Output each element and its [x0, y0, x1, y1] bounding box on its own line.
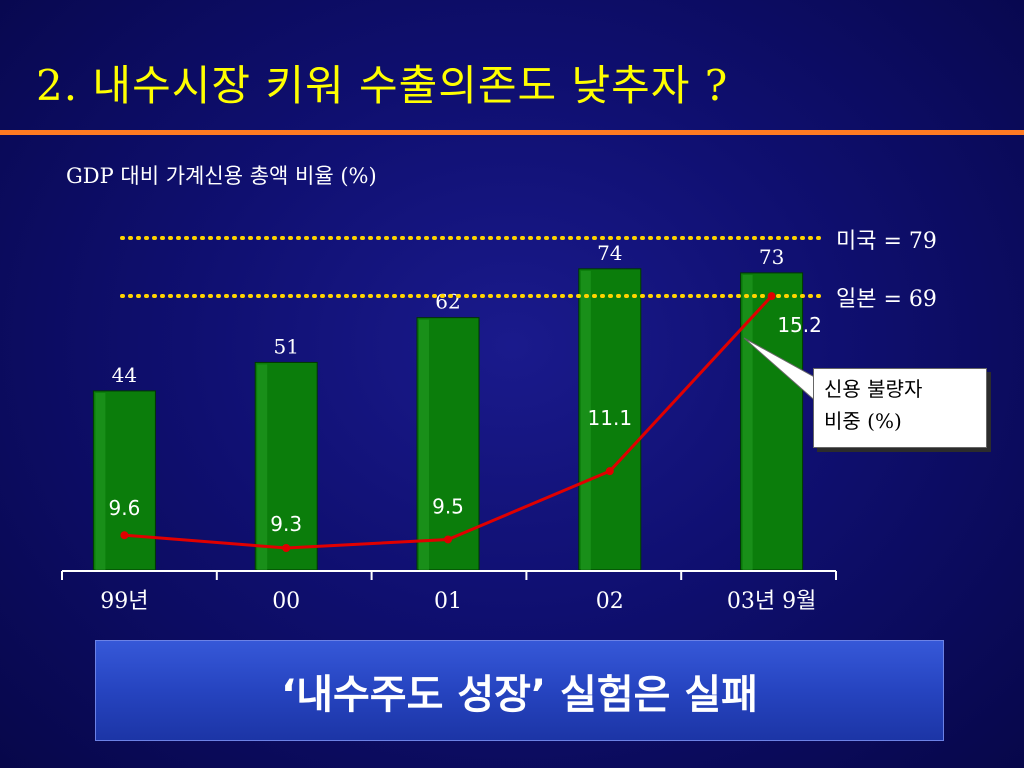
bar-highlight-2 [419, 319, 429, 570]
bar-value-label-3: 74 [597, 241, 622, 265]
bar-0 [92, 390, 156, 571]
line-value-label-3: 11.1 [588, 406, 633, 430]
callout-line-1: 신용 불량자 [824, 377, 923, 401]
bar-4 [740, 272, 804, 571]
bar-3 [578, 268, 642, 571]
bar-value-label-0: 44 [112, 363, 137, 387]
bar-highlight-4 [742, 274, 753, 570]
slide-title: 2. 내수시장 키워 수출의존도 낮추자 ? [36, 61, 729, 110]
reference-label-us: 미국 = 79 [836, 229, 937, 254]
line-point-2 [444, 535, 452, 544]
line-value-label-1: 9.3 [270, 512, 302, 536]
x-tick-label-1: 00 [272, 589, 300, 614]
bar-highlight-0 [95, 392, 106, 570]
bar-2 [416, 317, 480, 571]
callout-line-2: 비중 (%) [824, 409, 902, 433]
line-point-1 [282, 544, 291, 552]
bar-1 [254, 361, 318, 571]
line-value-label-0: 9.6 [108, 496, 140, 520]
line-point-3 [605, 467, 614, 476]
x-tick-label-3: 02 [596, 589, 624, 614]
title-divider [0, 130, 1024, 135]
bar-highlight-3 [580, 270, 591, 570]
line-point-0 [120, 531, 129, 540]
chart-title: GDP 대비 가계신용 총액 비율 (%) [66, 164, 377, 188]
line-value-label-2: 9.5 [432, 494, 464, 518]
reference-label-japan: 일본 = 69 [836, 287, 937, 312]
bar-value-label-2: 62 [435, 290, 460, 314]
bar-value-label-4: 73 [759, 245, 784, 269]
line-value-label-4: 15.2 [777, 313, 822, 337]
bar-value-label-1: 51 [273, 334, 298, 358]
conclusion-text: ‘내수주도 성장’ 실험은 실패 [281, 671, 758, 718]
x-tick-label-0: 99년 [100, 589, 148, 614]
conclusion-banner: ‘내수주도 성장’ 실험은 실패 [95, 640, 944, 741]
x-tick-label-2: 01 [434, 589, 462, 614]
callout-credit-delinquent: 신용 불량자 비중 (%) [813, 368, 987, 448]
bar-highlight-1 [257, 364, 268, 570]
x-tick-label-4: 03년 9월 [727, 589, 816, 614]
line-point-4 [767, 292, 776, 301]
